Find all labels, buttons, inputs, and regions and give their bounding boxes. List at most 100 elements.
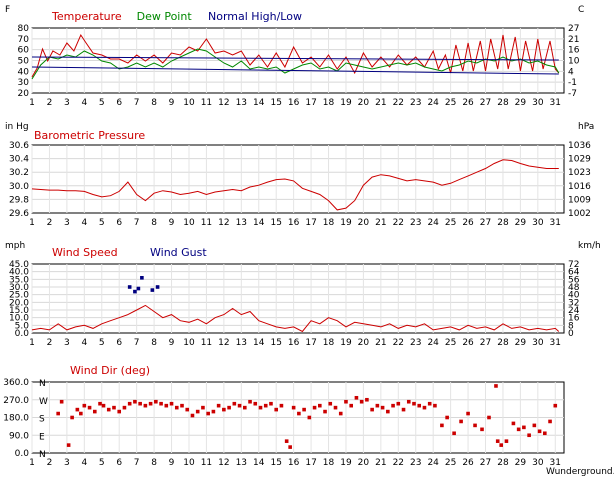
wind-y2-tick-label: 24 — [568, 306, 580, 316]
pressure-x-tick-label: 27 — [480, 218, 491, 228]
pressure-x-tick-label: 6 — [116, 218, 122, 228]
wind-direction-marker — [154, 399, 158, 404]
temperature-x-tick-label: 30 — [532, 98, 544, 108]
pressure-x-tick-label: 9 — [169, 218, 175, 228]
pressure-x-tick-label: 8 — [151, 218, 157, 228]
wind-direction-marker — [548, 419, 552, 424]
temperature-y-tick-label: 40 — [18, 67, 30, 77]
wind-x-tick-label: 18 — [323, 338, 335, 348]
wind-direction-marker — [527, 433, 531, 438]
wind-direction-x-tick-label: 11 — [201, 458, 212, 468]
wind-x-tick-label: 3 — [64, 338, 70, 348]
pressure-x-tick-label: 23 — [410, 218, 421, 228]
temperature-x-tick-label: 28 — [497, 98, 509, 108]
wind-x-tick-label: 5 — [99, 338, 105, 348]
wind-direction-x-tick-label: 5 — [99, 458, 105, 468]
wind-x-tick-label: 29 — [515, 338, 527, 348]
pressure-x-tick-label: 16 — [288, 218, 300, 228]
pressure-x-tick-label: 11 — [201, 218, 212, 228]
wind-y2-tick-label: 64 — [568, 268, 580, 278]
wind-direction-marker — [180, 403, 184, 408]
wind-direction-marker — [127, 401, 132, 406]
wind-y2-tick-label: 32 — [568, 298, 579, 308]
wind-direction-x-tick-label: 26 — [462, 458, 474, 468]
temperature-x-tick-label: 10 — [183, 98, 195, 108]
temperature-legend-item: Dew Point — [137, 10, 193, 23]
wind-y2-tick-label: 40 — [568, 291, 580, 301]
wind-direction-marker — [504, 439, 509, 443]
wind-direction-marker — [412, 401, 416, 406]
wind-direction-marker — [480, 427, 484, 432]
wind-direction-marker — [396, 401, 401, 406]
wind-direction-marker — [237, 403, 242, 408]
temperature-y2-tick-label: 4 — [568, 67, 574, 77]
wind-plot-frame — [31, 263, 565, 334]
wind-direction-marker — [211, 409, 216, 414]
pressure-x-tick-label: 26 — [462, 218, 474, 228]
wind-direction-marker — [112, 405, 116, 410]
wind-direction-marker — [138, 401, 142, 406]
pressure-x-tick-label: 25 — [445, 218, 456, 228]
wind-left-unit: mph — [5, 241, 25, 251]
wind-direction-marker — [79, 411, 83, 416]
wind-direction-marker — [169, 401, 174, 406]
pressure-x-tick-label: 30 — [532, 218, 544, 228]
temperature-x-tick-label: 27 — [480, 98, 491, 108]
wind-direction-y-tick-label: 0.0 — [15, 449, 30, 459]
wind-x-tick-label: 23 — [410, 338, 421, 348]
wind-x-tick-label: 28 — [497, 338, 509, 348]
temperature-legend-item: Temperature — [51, 10, 122, 23]
wind-direction-x-tick-label: 24 — [427, 458, 439, 468]
wind-direction-marker — [417, 403, 422, 408]
wind-direction-marker — [117, 409, 122, 414]
wind-direction-marker — [543, 431, 547, 436]
wind-x-tick-label: 1 — [29, 338, 35, 348]
temperature-y2-tick-label: 27 — [568, 24, 579, 34]
pressure-x-tick-label: 17 — [305, 218, 316, 228]
temperature-x-tick-label: 15 — [270, 98, 281, 108]
pressure-x-tick-label: 28 — [497, 218, 509, 228]
wind-x-tick-label: 17 — [305, 338, 316, 348]
wind-y-tick-label: 15.0 — [9, 306, 29, 316]
wind-direction-marker — [216, 403, 221, 408]
wind-direction-compass-label: W — [39, 397, 48, 407]
wind-marker — [133, 289, 137, 294]
wind-direction-marker — [56, 411, 60, 416]
wind-direction-x-tick-label: 19 — [340, 458, 352, 468]
pressure-y-tick-label: 30.6 — [9, 141, 29, 151]
wind-direction-marker — [487, 415, 491, 420]
temperature-x-tick-label: 18 — [323, 98, 335, 108]
wind-direction-marker — [511, 421, 516, 426]
wind-direction-marker — [522, 425, 526, 430]
wind-x-tick-label: 2 — [47, 338, 53, 348]
pressure-x-tick-label: 20 — [358, 218, 370, 228]
pressure-x-tick-label: 5 — [99, 218, 105, 228]
wind-direction-marker — [279, 403, 284, 408]
pressure-y-tick-label: 30.0 — [9, 182, 29, 192]
wind-right-unit: km/h — [578, 241, 601, 251]
pressure-x-tick-label: 31 — [550, 218, 561, 228]
temperature-y2-tick-label: -1 — [568, 78, 577, 88]
wind-y2-tick-label: 8 — [568, 321, 574, 331]
temperature-y-tick-label: 30 — [18, 78, 30, 88]
temperature-y-tick-label: 80 — [18, 24, 30, 34]
wind-marker — [155, 285, 160, 289]
wind-direction-x-tick-label: 27 — [480, 458, 491, 468]
wind-direction-marker — [291, 405, 296, 410]
pressure-x-tick-label: 3 — [64, 218, 70, 228]
wind-x-tick-label: 24 — [427, 338, 439, 348]
wind-direction-marker — [87, 405, 92, 410]
wind-direction-marker — [445, 415, 449, 420]
wind-direction-x-tick-label: 23 — [410, 458, 421, 468]
wind-direction-marker — [532, 423, 537, 428]
temperature-x-tick-label: 2 — [47, 98, 53, 108]
wind-marker — [140, 276, 144, 280]
wind-direction-marker — [553, 403, 558, 408]
pressure-series-line — [31, 159, 559, 211]
wind-direction-marker — [375, 403, 380, 408]
temperature-y2-tick-label: -7 — [568, 89, 577, 99]
pressure-x-tick-label: 19 — [340, 218, 352, 228]
temperature-right-unit: C — [578, 5, 584, 15]
temperature-x-tick-label: 22 — [393, 98, 404, 108]
temperature-x-tick-label: 20 — [358, 98, 370, 108]
